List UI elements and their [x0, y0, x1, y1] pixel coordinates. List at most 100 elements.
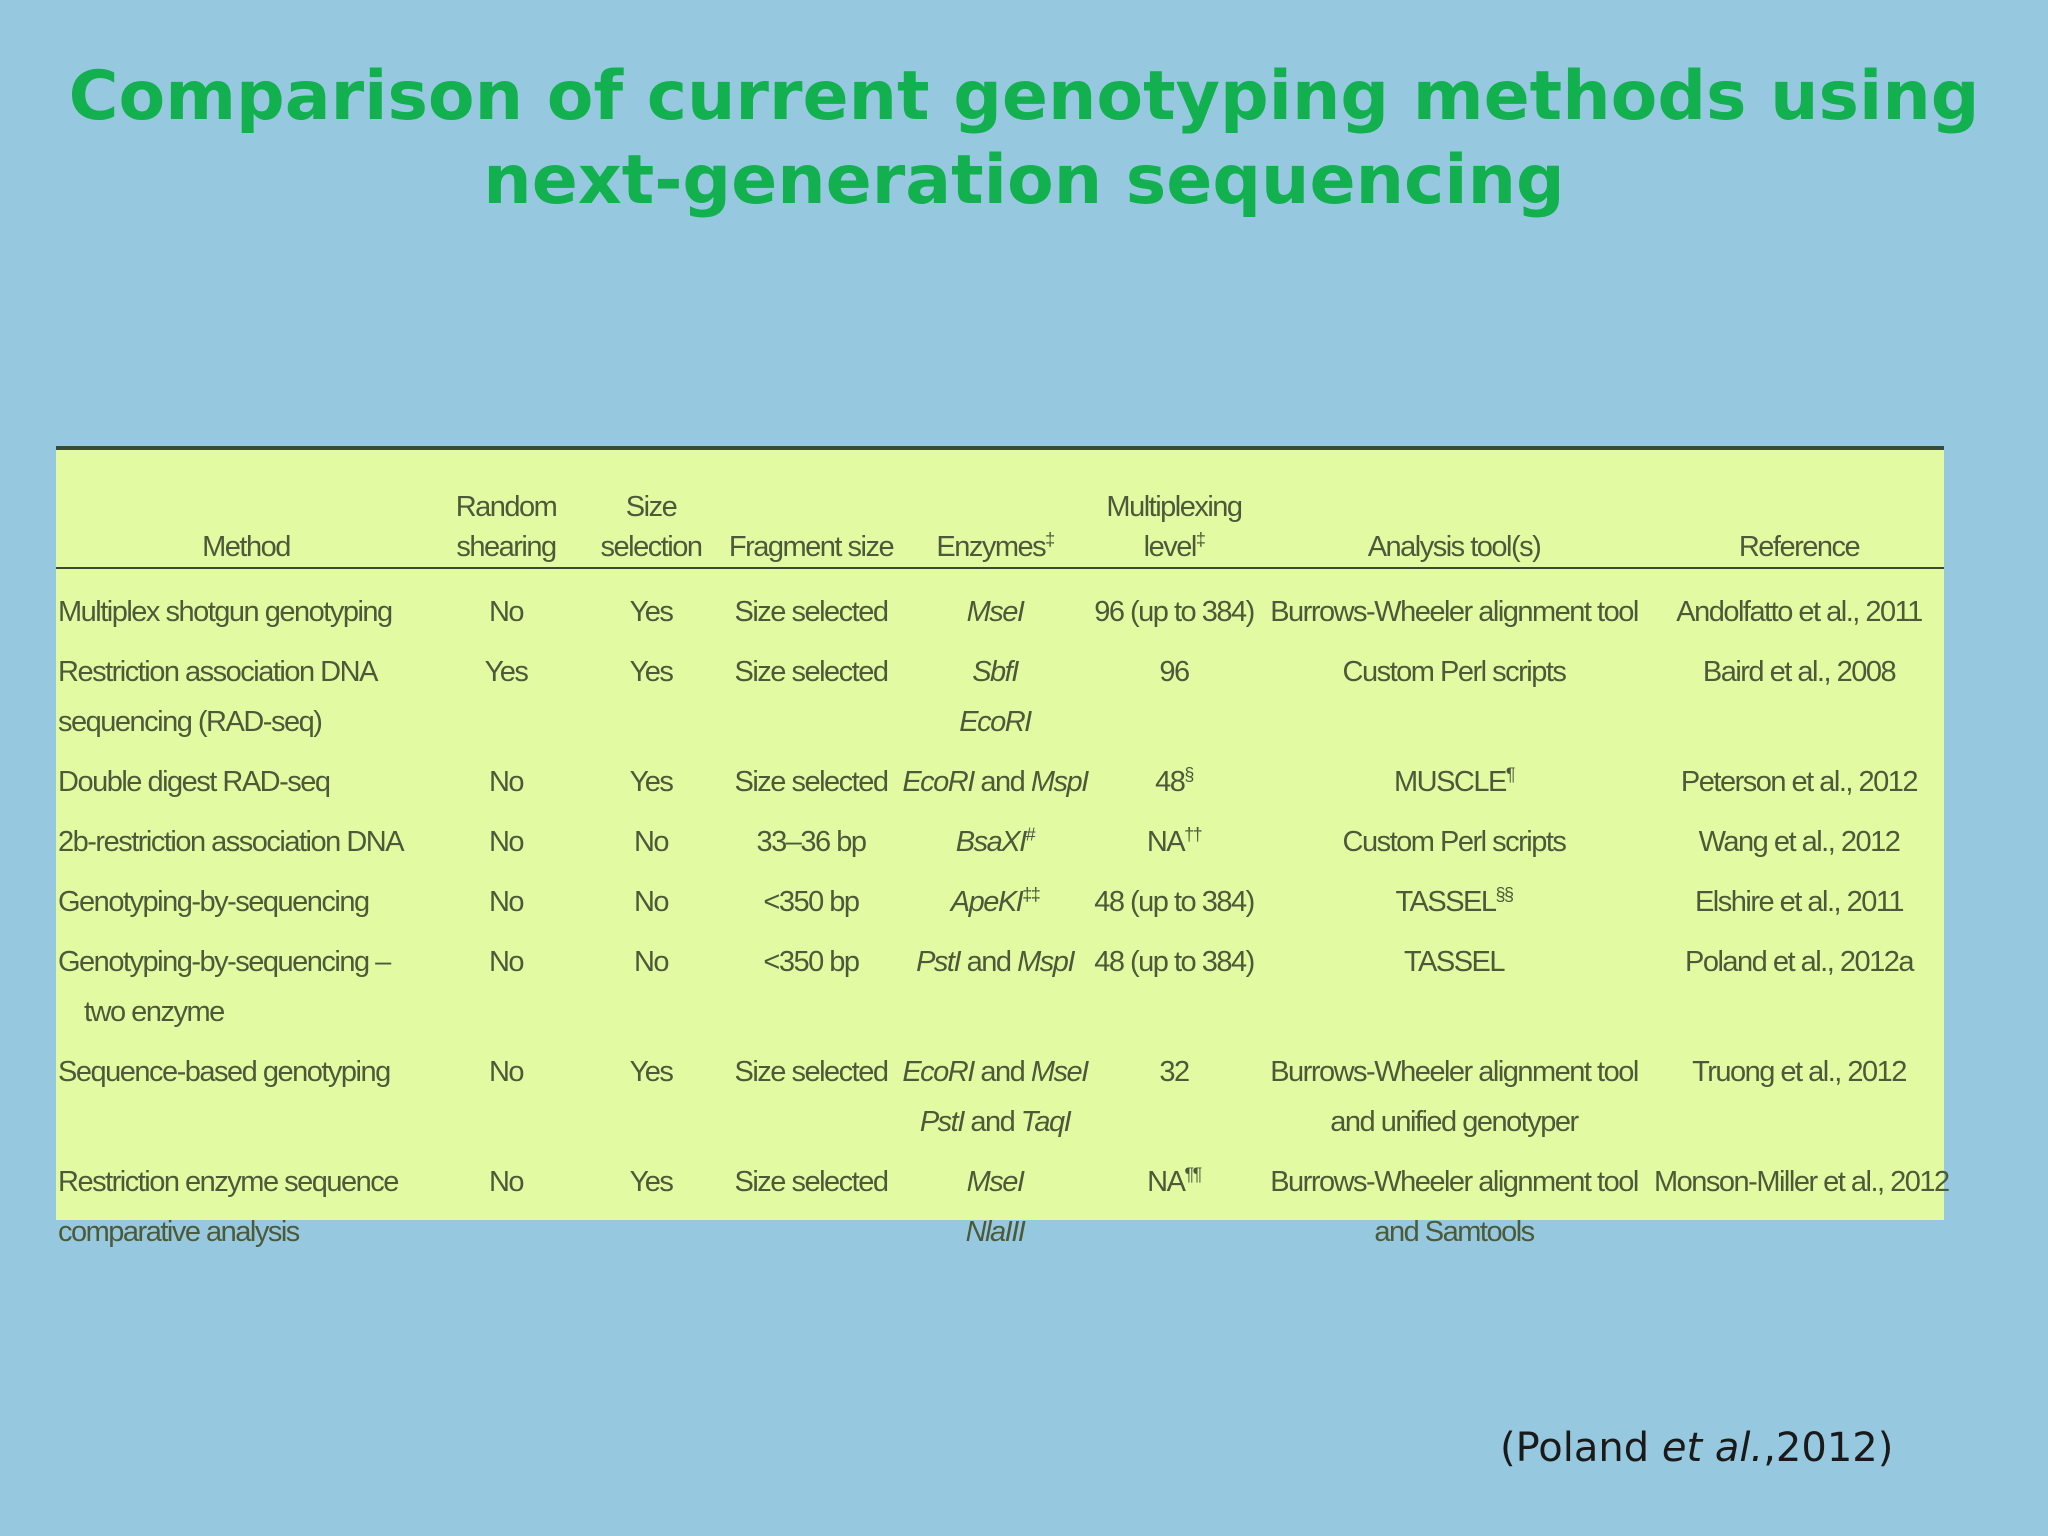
cell-enzymes: MseI: [896, 577, 1094, 637]
fragment-size-value: <350 bp: [763, 886, 860, 918]
header-analysis-tools: Analysis tool(s): [1367, 531, 1542, 563]
enzyme-connector: and: [963, 1106, 1021, 1138]
cell-method: Multiplex shotgun genotyping: [56, 577, 436, 637]
header-method: Method: [202, 531, 291, 563]
cell-fragment-size: Size selected: [726, 577, 896, 637]
cell-fragment-size: Size selected: [726, 637, 896, 747]
size-selection-value: Yes: [629, 766, 674, 798]
random-shearing-value: No: [488, 596, 525, 628]
cell-size-selection: No: [576, 927, 726, 1037]
enzyme-name: SbfI: [972, 656, 1019, 688]
enzyme-name: MspI: [1030, 766, 1089, 798]
fragment-size-value: Size selected: [734, 596, 890, 628]
cell-fragment-size: 33–36 bp: [726, 807, 896, 867]
enzyme-name: ApeKI: [950, 886, 1024, 918]
analysis-tool-line: Custom Perl scripts: [1342, 826, 1567, 858]
cell-fragment-size: Size selected: [726, 1037, 896, 1147]
cell-multiplexing-level: 96 (up to 384): [1094, 577, 1255, 637]
random-shearing-value: No: [488, 886, 525, 918]
cell-random-shearing: No: [436, 747, 576, 807]
enzyme-footnote-mark: #: [1025, 824, 1036, 845]
cell-multiplexing-level: 96: [1094, 637, 1254, 747]
reference-value: Monson-Miller et al., 2012: [1654, 1166, 1950, 1198]
enzyme-connector: and: [973, 766, 1031, 798]
table-header-rule: [56, 567, 1944, 569]
cell-multiplexing-level: 48 (up to 384): [1094, 927, 1255, 1037]
citation-close: ,2012): [1763, 1425, 1894, 1471]
cell-reference: Wang et al., 2012: [1654, 807, 1944, 867]
cell-enzymes: EcoRI and MseI PstI and TaqI: [896, 1037, 1094, 1147]
cell-enzymes: MseI NlaIII: [896, 1147, 1094, 1257]
table-row: Restriction association DNA sequencing (R…: [56, 637, 1944, 747]
cell-method: Double digest RAD-seq: [56, 747, 436, 807]
slide-title-line-2: next-generation sequencing: [483, 141, 1565, 220]
header-size-selection-line-1: Size: [625, 491, 678, 523]
table-row: Multiplex shotgun genotyping No Yes Size se…: [56, 577, 1944, 637]
cell-size-selection: No: [576, 807, 726, 867]
cell-fragment-size: Size selected: [726, 747, 896, 807]
cell-method: Restriction enzyme sequence comparative a…: [56, 1147, 436, 1257]
multiplexing-footnote-mark: ¶¶: [1184, 1164, 1202, 1185]
method-line: Multiplex shotgun genotyping: [58, 596, 393, 628]
cell-method: Genotyping-by-sequencing: [56, 867, 436, 927]
size-selection-value: No: [633, 946, 670, 978]
cell-reference: Baird et al., 2008: [1654, 637, 1944, 747]
random-shearing-value: No: [488, 1056, 525, 1088]
analysis-tool-line: MUSCLE¶: [1393, 764, 1516, 798]
citation-open: (Poland: [1500, 1425, 1662, 1471]
header-multiplexing-line-2: level: [1143, 531, 1198, 563]
size-selection-value: Yes: [629, 1056, 674, 1088]
multiplexing-value: 48: [1155, 766, 1186, 798]
cell-size-selection: Yes: [576, 1037, 726, 1147]
cell-random-shearing: No: [436, 1147, 576, 1257]
method-line: Genotyping-by-sequencing –: [58, 946, 391, 978]
header-random-shearing-line-1: Random: [455, 491, 558, 523]
size-selection-value: No: [633, 886, 670, 918]
size-selection-value: Yes: [629, 656, 674, 688]
cell-multiplexing-level: NA¶¶: [1094, 1147, 1254, 1257]
cell-method: Restriction association DNA sequencing (R…: [56, 637, 436, 747]
enzyme-line: MseI: [896, 587, 1094, 637]
enzyme-line: PstI and TaqI: [896, 1097, 1094, 1147]
enzyme-line: BsaXI#: [896, 817, 1094, 867]
analysis-tool-line: Custom Perl scripts: [1342, 656, 1567, 688]
enzyme-name: EcoRI: [902, 766, 975, 798]
enzyme-line: ApeKI‡‡: [896, 877, 1094, 927]
header-multiplexing-footnote-mark: ‡: [1195, 529, 1206, 550]
cell-method: Genotyping-by-sequencing – two enzyme: [56, 927, 436, 1037]
fragment-size-value: 33–36 bp: [756, 826, 867, 858]
cell-random-shearing: Yes: [436, 637, 576, 747]
analysis-tool-line: TASSEL: [1403, 946, 1506, 978]
fragment-size-value: Size selected: [734, 1056, 890, 1088]
cell-random-shearing: No: [436, 867, 576, 927]
header-enzymes-label: Enzymes: [936, 531, 1046, 563]
analysis-tool-line: and unified genotyper: [1330, 1106, 1579, 1138]
method-line: Restriction association DNA: [58, 656, 378, 688]
reference-value: Wang et al., 2012: [1698, 826, 1901, 858]
slide-citation: (Poland et al.,2012): [1500, 1425, 1893, 1471]
enzyme-name: BsaXI: [955, 826, 1027, 858]
cell-random-shearing: No: [436, 927, 576, 1037]
fragment-size-value: Size selected: [734, 656, 890, 688]
table-row: 2b-restriction association DNA No No 33–36 …: [56, 807, 1944, 867]
cell-fragment-size: Size selected: [726, 1147, 896, 1257]
genotyping-methods-table: Method Random shearing Size selection Fr…: [56, 458, 1950, 1257]
header-size-selection: Size selection: [576, 458, 726, 577]
fragment-size-value: Size selected: [734, 1166, 890, 1198]
slide-title: Comparison of current genotyping methods…: [60, 55, 1988, 223]
cell-multiplexing-level: 48 (up to 384): [1094, 867, 1255, 927]
citation-et-al: et al.: [1661, 1425, 1764, 1471]
enzyme-line: EcoRI and MspI: [896, 757, 1094, 807]
cell-random-shearing: No: [436, 807, 576, 867]
method-line: Restriction enzyme sequence: [58, 1166, 399, 1198]
analysis-tool-line: and Samtools: [1374, 1216, 1535, 1248]
cell-multiplexing-level: 48§: [1094, 747, 1254, 807]
size-selection-value: No: [633, 826, 670, 858]
cell-analysis-tools: MUSCLE¶: [1254, 747, 1654, 807]
cell-analysis-tools: TASSEL§§: [1254, 867, 1654, 927]
random-shearing-value: No: [488, 946, 525, 978]
cell-analysis-tools: Custom Perl scripts: [1254, 807, 1654, 867]
enzyme-name: PstI: [919, 1106, 965, 1138]
enzyme-name: EcoRI: [959, 706, 1032, 738]
random-shearing-value: No: [488, 766, 525, 798]
